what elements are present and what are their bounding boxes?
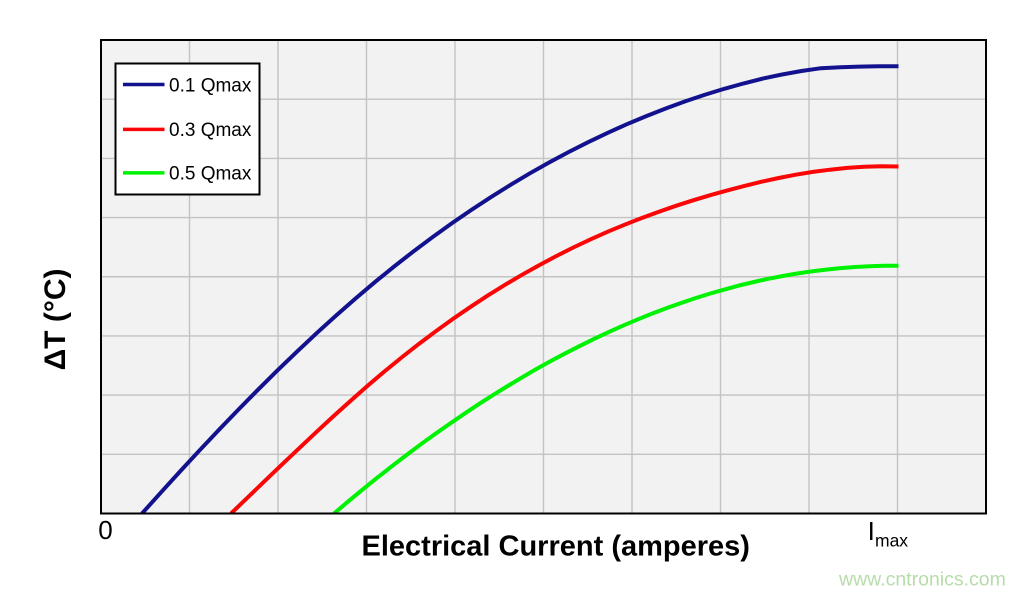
svg-text:0.1 Qmax: 0.1 Qmax	[169, 75, 252, 96]
svg-text:ΔT (°C): ΔT (°C)	[39, 269, 72, 371]
svg-text:max: max	[875, 531, 908, 551]
svg-text:0.3 Qmax: 0.3 Qmax	[169, 120, 252, 141]
svg-text:0.5 Qmax: 0.5 Qmax	[169, 164, 252, 185]
svg-text:Electrical Current (amperes): Electrical Current (amperes)	[362, 531, 750, 563]
svg-text:www.cntronics.com: www.cntronics.com	[838, 569, 1006, 591]
svg-text:0: 0	[98, 515, 112, 545]
svg-text:I: I	[868, 516, 875, 546]
